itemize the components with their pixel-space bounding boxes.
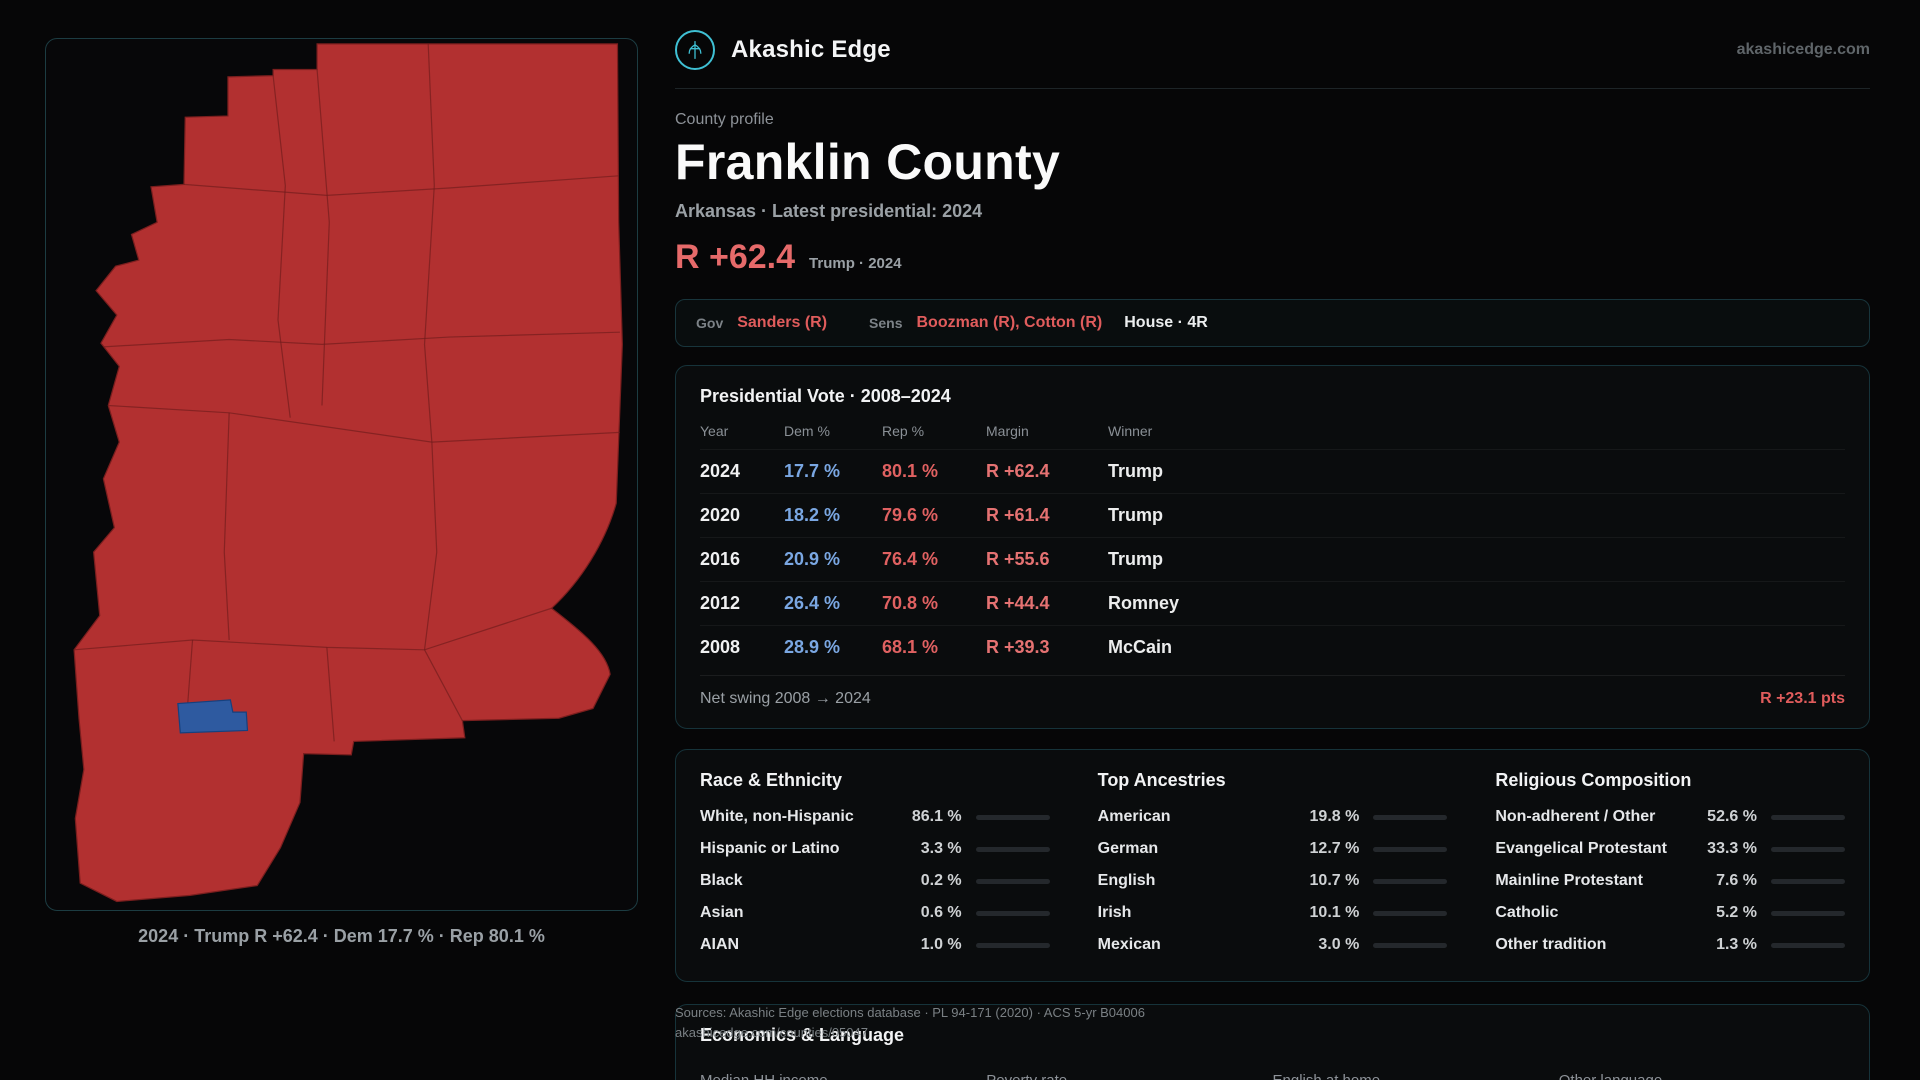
net-swing-label: Net swing 2008 → 2024 xyxy=(700,690,871,707)
site-header: Akashic Edge akashicedge.com xyxy=(675,0,1870,89)
col-winner: Winner xyxy=(1108,423,1153,439)
stat-bar xyxy=(1373,942,1448,948)
stat-bar xyxy=(975,814,1050,820)
stat-other-language: Other language 3.3 % xyxy=(1559,1072,1845,1080)
ancestries-column: Top Ancestries American 19.8 % German 12… xyxy=(1098,770,1448,961)
ancestries-title: Top Ancestries xyxy=(1097,770,1226,790)
religion-title: Religious Composition xyxy=(1495,770,1692,790)
stat-bar xyxy=(1373,814,1448,820)
stat-poverty-rate: Poverty rate 18.0 % xyxy=(986,1072,1272,1080)
table-row: 2024 17.7 % 80.1 % R +62.4 Trump xyxy=(700,449,1845,493)
list-item: Hispanic or Latino 3.3 % xyxy=(700,833,1050,865)
county-shape xyxy=(73,43,623,903)
stat-bar xyxy=(975,846,1050,852)
list-item: Mexican 3.0 % xyxy=(1098,929,1448,961)
stat-bar xyxy=(1770,910,1845,916)
brand-name: Akashic Edge xyxy=(731,36,891,63)
table-row: 2012 26.4 % 70.8 % R +44.4 Romney xyxy=(700,581,1845,625)
gov-label: Gov xyxy=(696,315,724,331)
economics-stats: Median HH income $55,886 Poverty rate 18… xyxy=(700,1072,1845,1080)
brand-logo-icon xyxy=(675,30,715,70)
map-caption: 2024 · Trump R +62.4 · Dem 17.7 % · Rep … xyxy=(138,926,545,946)
stat-bar xyxy=(1770,878,1845,884)
county-map-panel xyxy=(45,38,638,911)
religion-column: Religious Composition Non-adherent / Oth… xyxy=(1495,770,1845,961)
col-year: Year xyxy=(700,423,729,439)
sources-line: Sources: Akashic Edge elections database… xyxy=(675,1005,1145,1020)
list-item: German 12.7 % xyxy=(1098,833,1448,865)
list-item: Mainline Protestant 7.6 % xyxy=(1495,865,1845,897)
presidential-vote-panel: Presidential Vote · 2008–2024 Year Dem %… xyxy=(675,365,1870,729)
stat-bar xyxy=(975,942,1050,948)
table-row: 2020 18.2 % 79.6 % R +61.4 Trump xyxy=(700,493,1845,537)
table-header: Year Dem % Rep % Margin Winner xyxy=(700,423,1845,449)
list-item: Non-adherent / Other 52.6 % xyxy=(1495,801,1845,833)
precinct-boundaries xyxy=(74,43,620,742)
sources-footer: Sources: Akashic Edge elections database… xyxy=(675,1003,1235,1043)
officials-bar: Gov Sanders (R) Sens Boozman (R), Cotton… xyxy=(675,299,1870,347)
presidential-panel-title: Presidential Vote · 2008–2024 xyxy=(700,386,951,406)
net-swing-row: Net swing 2008 → 2024 R +23.1 pts xyxy=(700,675,1845,708)
site-domain-link[interactable]: akashicedge.com xyxy=(1736,41,1870,58)
stat-bar xyxy=(1770,942,1845,948)
sens-names: Boozman (R), Cotton (R) xyxy=(916,314,1103,331)
list-item: Evangelical Protestant 33.3 % xyxy=(1495,833,1845,865)
list-item: White, non-Hispanic 86.1 % xyxy=(700,801,1050,833)
page-subtitle: Arkansas · Latest presidential: 2024 xyxy=(675,201,983,221)
headline-margin-value: R +62.4 xyxy=(675,238,796,276)
table-row: 2016 20.9 % 76.4 % R +55.6 Trump xyxy=(700,537,1845,581)
stat-median-income: Median HH income $55,886 xyxy=(700,1072,986,1080)
stat-bar xyxy=(1770,846,1845,852)
list-item: Asian 0.6 % xyxy=(700,897,1050,929)
economics-panel: Economics & Language Median HH income $5… xyxy=(675,1004,1870,1080)
sources-permalink[interactable]: akashicedge.com/counties/05047 xyxy=(675,1025,868,1041)
house-delegation: House · 4R xyxy=(1124,314,1208,331)
list-item: Other tradition 1.3 % xyxy=(1495,929,1845,961)
col-margin: Margin xyxy=(986,423,1029,439)
economics-title: Economics & Language xyxy=(700,1025,905,1045)
eyebrow-label: County profile xyxy=(675,111,774,128)
stat-bar xyxy=(1373,846,1448,852)
race-ethnicity-column: Race & Ethnicity White, non-Hispanic 86.… xyxy=(700,770,1050,961)
stat-bar xyxy=(1373,878,1448,884)
table-row: 2008 28.9 % 68.1 % R +39.3 McCain xyxy=(700,625,1845,669)
list-item: English 10.7 % xyxy=(1098,865,1448,897)
stat-bar xyxy=(1770,814,1845,820)
headline-margin: R +62.4 Trump · 2024 xyxy=(675,238,1870,277)
col-dem: Dem % xyxy=(784,423,830,439)
content-column: Akashic Edge akashicedge.com County prof… xyxy=(675,0,1870,1080)
list-item: Black 0.2 % xyxy=(700,865,1050,897)
net-swing-value: R +23.1 pts xyxy=(1760,690,1845,707)
stat-bar xyxy=(975,910,1050,916)
gov-name: Sanders (R) xyxy=(737,314,828,331)
stat-bar xyxy=(975,878,1050,884)
list-item: AIAN 1.0 % xyxy=(700,929,1050,961)
headline-margin-note: Trump · 2024 xyxy=(809,255,902,272)
page-title: Franklin County xyxy=(675,134,1061,190)
col-rep: Rep % xyxy=(882,423,925,439)
stat-english-at-home: English at home 96.7 % xyxy=(1273,1072,1559,1080)
list-item: Irish 10.1 % xyxy=(1098,897,1448,929)
stat-bar xyxy=(1373,910,1448,916)
demographics-panel: Race & Ethnicity White, non-Hispanic 86.… xyxy=(675,749,1870,982)
list-item: Catholic 5.2 % xyxy=(1495,897,1845,929)
race-title: Race & Ethnicity xyxy=(700,770,843,790)
list-item: American 19.8 % xyxy=(1098,801,1448,833)
county-map[interactable] xyxy=(46,39,637,910)
sens-label: Sens xyxy=(869,315,903,331)
dem-precinct[interactable] xyxy=(177,699,249,734)
